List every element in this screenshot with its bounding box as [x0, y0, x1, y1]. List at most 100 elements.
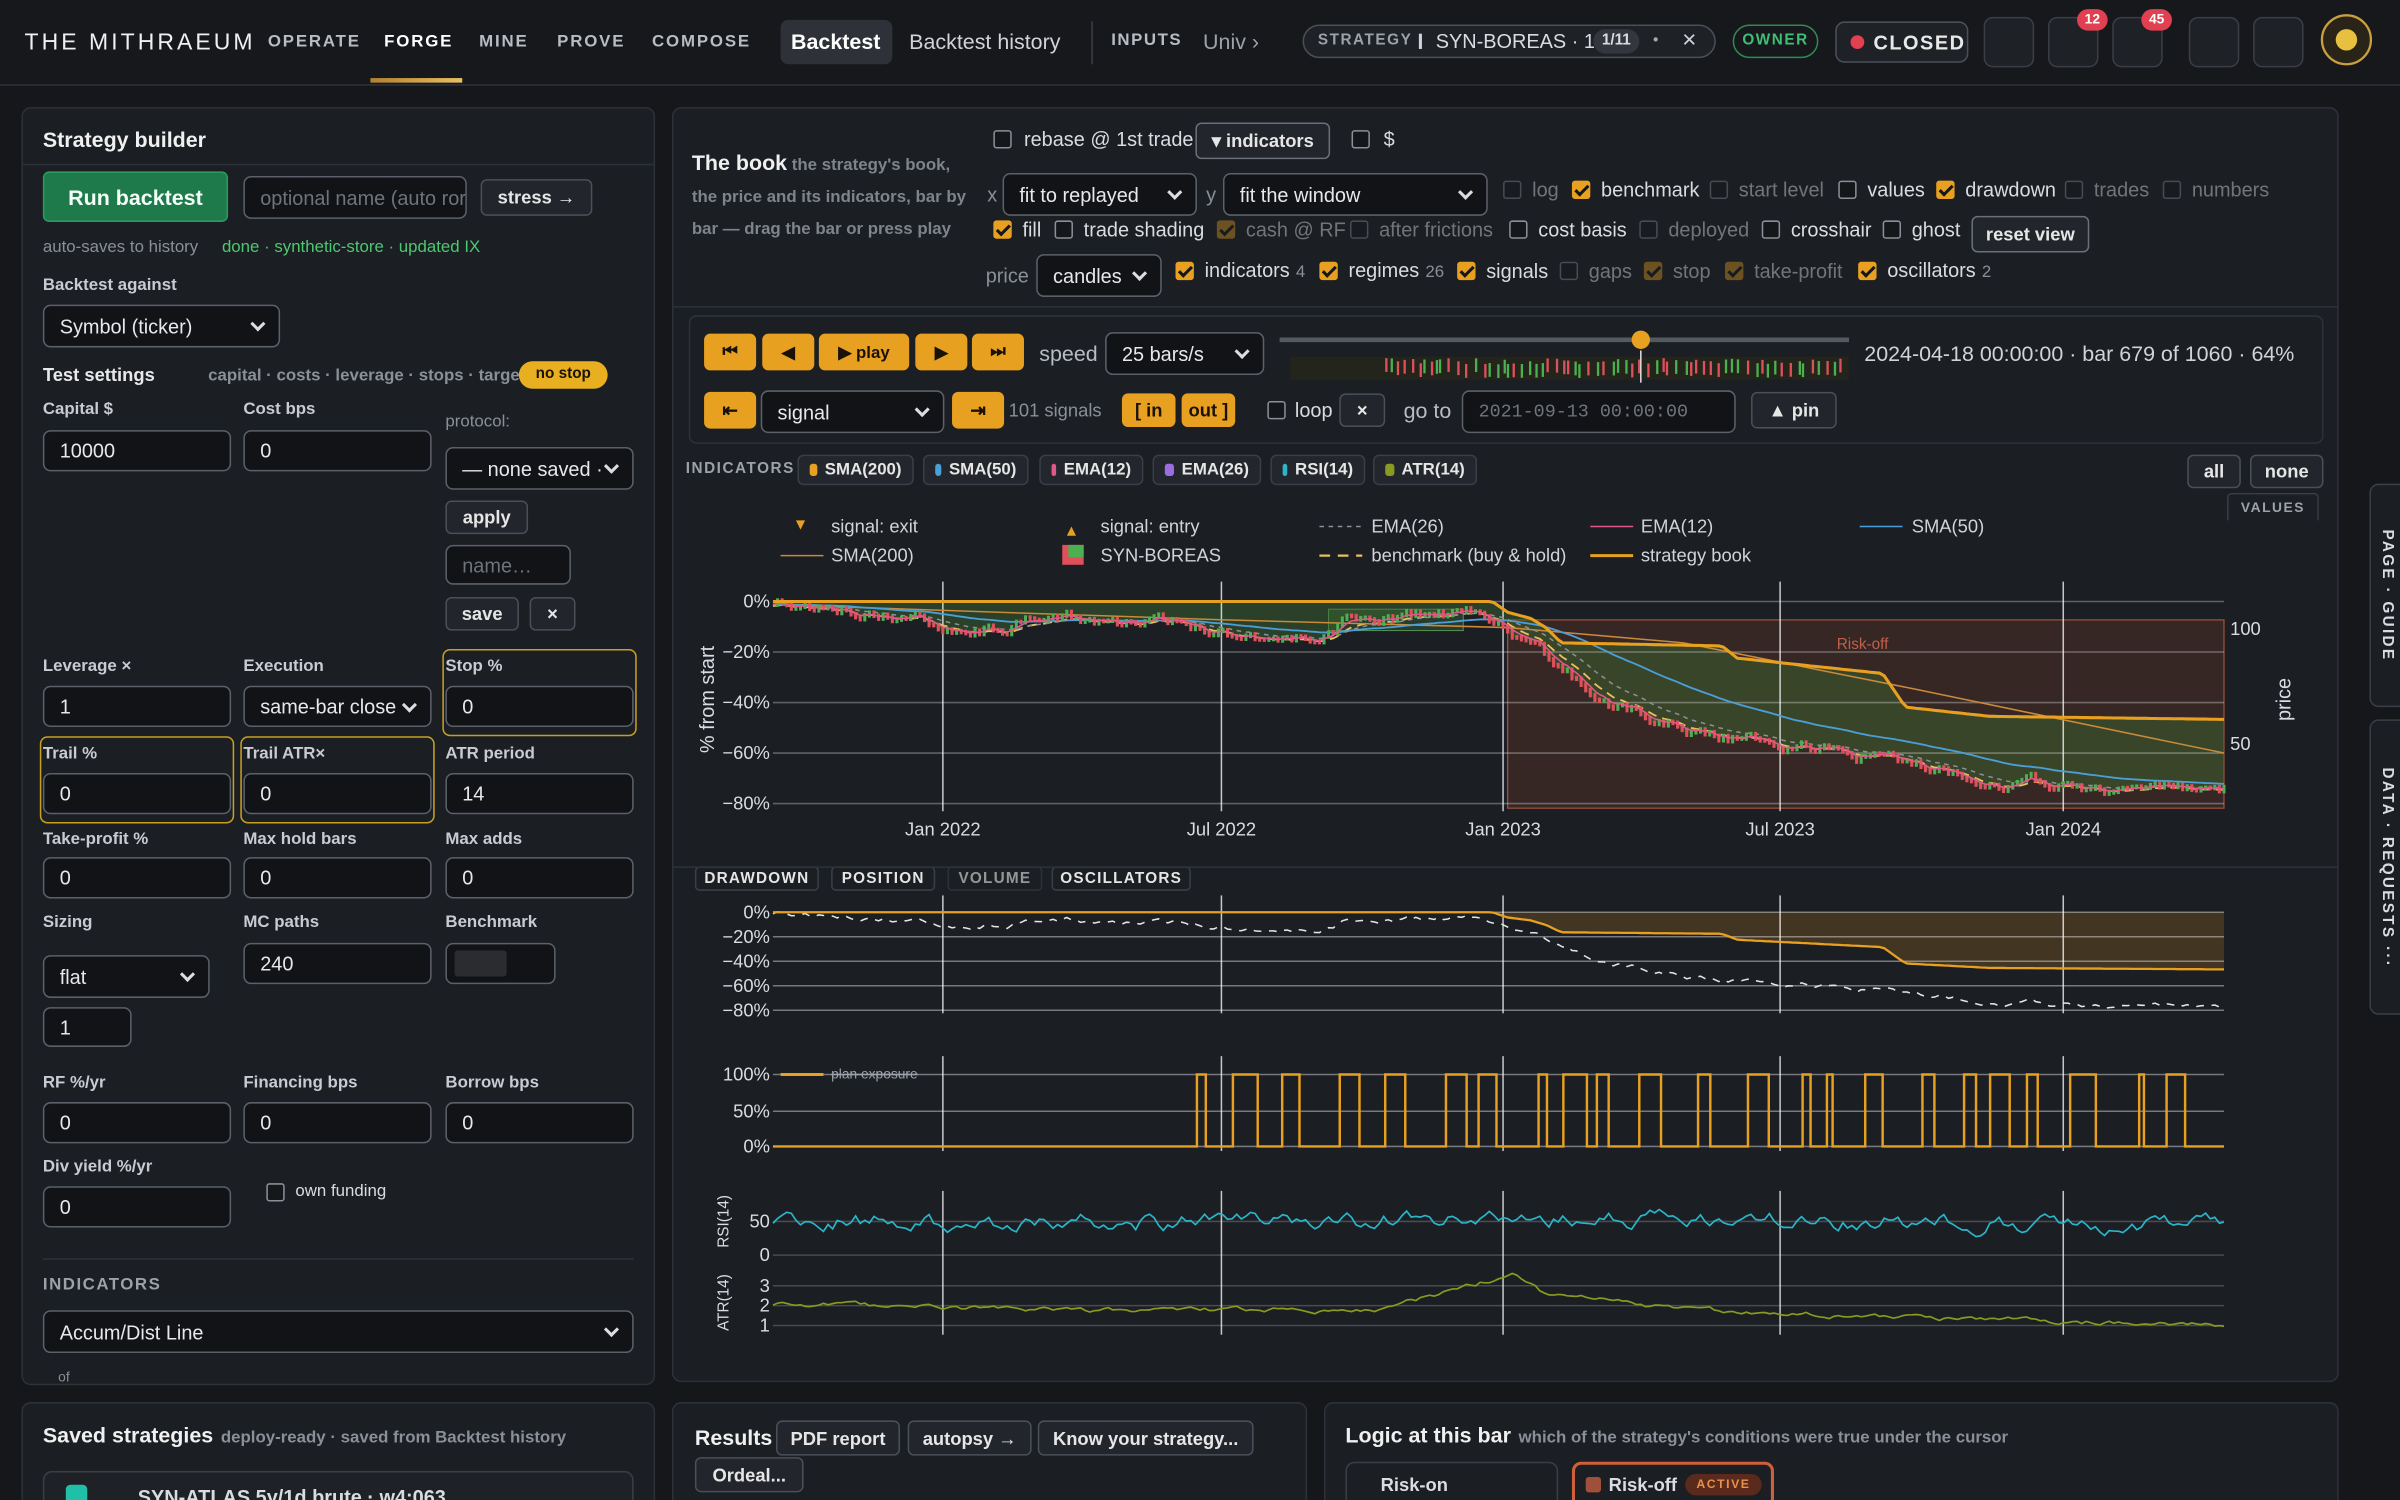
input[interactable]: optional name (auto ror [243, 176, 467, 219]
select[interactable]: same-bar close [243, 685, 432, 728]
tab[interactable]: OSCILLATORS [1051, 866, 1191, 891]
select[interactable]: — none saved · [445, 446, 634, 490]
checkbox[interactable] [1639, 220, 1658, 239]
checkbox[interactable] [1559, 261, 1579, 281]
icon-button[interactable] [1983, 16, 2035, 68]
checkbox[interactable] [1054, 220, 1073, 239]
chip[interactable]: EMA(12) [1039, 454, 1144, 486]
input[interactable]: 10000 [42, 430, 232, 472]
swatch [65, 1484, 88, 1500]
strategy-pill[interactable] [1302, 24, 1716, 59]
checkbox[interactable] [1858, 261, 1877, 281]
input[interactable]: name… [445, 544, 571, 585]
button[interactable]: out ] [1181, 393, 1236, 428]
button[interactable]: ▾ indicators [1195, 122, 1331, 160]
chip[interactable]: SMA(50) [922, 454, 1029, 486]
checkbox[interactable] [1267, 401, 1286, 420]
select[interactable]: flat [42, 955, 210, 998]
chip[interactable]: RSI(14) [1270, 454, 1366, 486]
tab-active[interactable] [780, 19, 893, 65]
checkbox[interactable] [1509, 220, 1528, 239]
checkbox[interactable] [993, 220, 1012, 239]
button[interactable]: ⇥ [952, 391, 1005, 429]
chip[interactable]: ATR(14) [1372, 454, 1478, 486]
button[interactable]: reset view [1971, 215, 2090, 253]
tab[interactable]: DRAWDOWN [694, 866, 819, 891]
select[interactable]: fit to replayed [1002, 172, 1197, 216]
button[interactable]: none [2249, 454, 2324, 489]
checkbox[interactable] [1936, 180, 1955, 199]
checkbox[interactable] [1709, 180, 1729, 199]
tab[interactable]: VOLUME [947, 866, 1043, 891]
select[interactable]: fit the window [1222, 172, 1488, 216]
side-tab[interactable] [2369, 719, 2400, 1015]
button[interactable]: apply [445, 500, 529, 535]
checkbox[interactable] [1571, 180, 1591, 199]
input[interactable]: 0 [42, 772, 232, 815]
input[interactable]: 0 [42, 857, 232, 899]
input[interactable]: 1 [42, 685, 232, 728]
checkbox[interactable] [1349, 220, 1369, 239]
checkbox[interactable] [2162, 180, 2182, 199]
input[interactable]: 0 [243, 857, 432, 899]
button[interactable]: ▶ [915, 333, 968, 371]
input[interactable]: 14 [445, 772, 634, 815]
checkbox[interactable] [1351, 130, 1370, 149]
button[interactable]: ▶ play [818, 333, 910, 371]
checkbox[interactable] [1457, 261, 1476, 281]
button[interactable]: Ordeal... [694, 1457, 804, 1493]
chip[interactable]: EMA(26) [1152, 454, 1262, 486]
saved-item[interactable] [42, 1470, 634, 1500]
button[interactable]: autopsy → [907, 1420, 1032, 1456]
checkbox[interactable] [1643, 261, 1663, 281]
checkbox[interactable] [266, 1183, 285, 1202]
checkbox[interactable] [1838, 180, 1857, 199]
select[interactable]: Accum/Dist Line [42, 1310, 634, 1354]
button[interactable]: ▲ pin [1751, 391, 1837, 429]
checkbox[interactable] [2064, 180, 2084, 199]
chip[interactable]: SMA(200) [797, 454, 914, 486]
input[interactable]: 0 [243, 772, 432, 815]
tab[interactable]: POSITION [831, 866, 936, 891]
checkbox[interactable] [1761, 220, 1781, 239]
button[interactable]: ⏮ [704, 333, 757, 371]
input[interactable]: 0 [243, 1102, 432, 1144]
input[interactable]: 1 [42, 1007, 132, 1047]
separator [42, 1258, 634, 1260]
button[interactable]: all [2187, 454, 2241, 489]
input[interactable]: 2021-09-13 00:00:00 [1461, 390, 1736, 434]
input[interactable]: 240 [243, 942, 432, 985]
select[interactable]: signal [760, 390, 945, 434]
icon-button[interactable] [2253, 16, 2304, 68]
icon-button[interactable] [2188, 16, 2240, 68]
label: go to [1403, 397, 1452, 423]
checkbox[interactable] [1216, 220, 1236, 239]
button[interactable]: stress → [480, 179, 593, 216]
input[interactable]: 0 [42, 1186, 232, 1228]
button[interactable]: Run backtest [42, 171, 229, 222]
button[interactable]: PDF report [776, 1420, 900, 1456]
checkbox[interactable] [1319, 261, 1338, 281]
select[interactable]: Symbol (ticker) [42, 304, 281, 348]
input[interactable]: 0 [445, 857, 634, 899]
button[interactable]: ⇤ [704, 391, 757, 429]
button[interactable]: × [529, 596, 576, 631]
select[interactable]: 25 bars/s [1105, 332, 1265, 375]
select[interactable]: candles [1036, 254, 1162, 297]
input[interactable]: 0 [445, 685, 634, 728]
input[interactable]: 0 [445, 1102, 634, 1144]
checkbox[interactable] [993, 130, 1012, 149]
side-tab[interactable] [2369, 483, 2400, 708]
button[interactable]: ◀ [762, 333, 815, 371]
checkbox[interactable] [1724, 261, 1744, 281]
button[interactable]: save [445, 596, 519, 631]
input[interactable]: 0 [243, 430, 432, 472]
input[interactable]: 0 [42, 1102, 232, 1144]
checkbox[interactable] [1503, 180, 1522, 199]
button[interactable]: [ in [1121, 393, 1176, 428]
button[interactable]: ⏭ [971, 333, 1024, 371]
button[interactable]: × [1339, 393, 1386, 428]
button[interactable]: Know your strategy... [1037, 1420, 1254, 1456]
checkbox[interactable] [1882, 220, 1902, 239]
checkbox[interactable] [1175, 261, 1194, 281]
